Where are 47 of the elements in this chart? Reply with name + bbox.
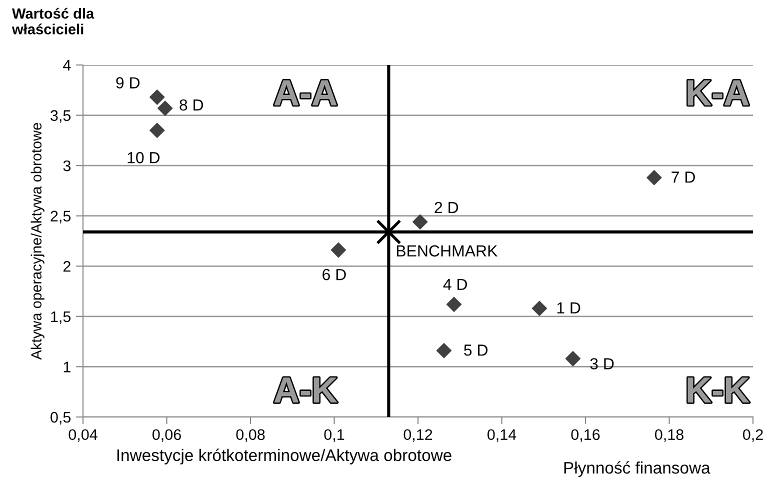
annotation: 6 D	[322, 268, 346, 280]
point	[532, 300, 548, 316]
point	[149, 122, 165, 138]
annotation: 10 D	[128, 152, 160, 164]
annotation: BENCHMARK	[396, 245, 498, 257]
y-tick-label: 2	[63, 261, 70, 272]
x-tick-label: 0,2	[742, 429, 763, 442]
point	[436, 342, 452, 358]
point	[412, 214, 428, 230]
point	[446, 296, 462, 312]
annotation: 2 D	[434, 202, 458, 214]
x-axis-title: Inwestycje krótkoterminowe/Aktywa obrotowe	[117, 448, 452, 464]
x-tick-label: 0,14	[487, 429, 516, 442]
annotation: 4 D	[443, 278, 467, 290]
x-tick-label: 0,04	[68, 429, 98, 442]
annotation: A-K	[274, 378, 338, 402]
x-tick-label: 0,08	[236, 429, 265, 442]
y-tick-label: 4	[63, 60, 71, 71]
y-tick-label: 1,5	[51, 311, 71, 324]
x-tick-label: 0,16	[571, 429, 600, 442]
annotation: 7 D	[672, 172, 695, 183]
y-tick-label: 1	[64, 362, 70, 372]
point	[376, 219, 402, 245]
x-tick-label: 0,12	[404, 429, 432, 442]
annotation: 8 D	[180, 99, 204, 111]
y-tick-label: 0,5	[50, 412, 71, 424]
x-tick-label: 0,06	[152, 429, 181, 442]
point	[646, 170, 662, 186]
annotation: 3 D	[590, 358, 614, 370]
y-tick-label: 3	[63, 160, 71, 172]
point	[565, 351, 581, 366]
point	[149, 90, 165, 105]
text: Wartość dla właścicieli	[12, 8, 94, 34]
annotation: K-A	[688, 80, 749, 106]
annotation: 1 D	[557, 302, 580, 314]
point	[157, 100, 173, 116]
point	[330, 242, 346, 258]
y-axis-title: Aktywa operacyjne/Aktywa obrotowe	[30, 122, 44, 360]
annotation: K-K	[688, 378, 750, 402]
x-tick-label: 0,18	[654, 429, 684, 442]
x-tick-label: 0,1	[324, 429, 344, 442]
annotation: 5 D	[464, 344, 488, 356]
text: Płynność finansowa	[564, 461, 710, 477]
annotation: A-A	[274, 80, 337, 106]
y-tick-label: 2,5	[50, 210, 71, 224]
annotation: 9 D	[116, 77, 140, 88]
y-tick-label: 3,5	[50, 110, 71, 123]
